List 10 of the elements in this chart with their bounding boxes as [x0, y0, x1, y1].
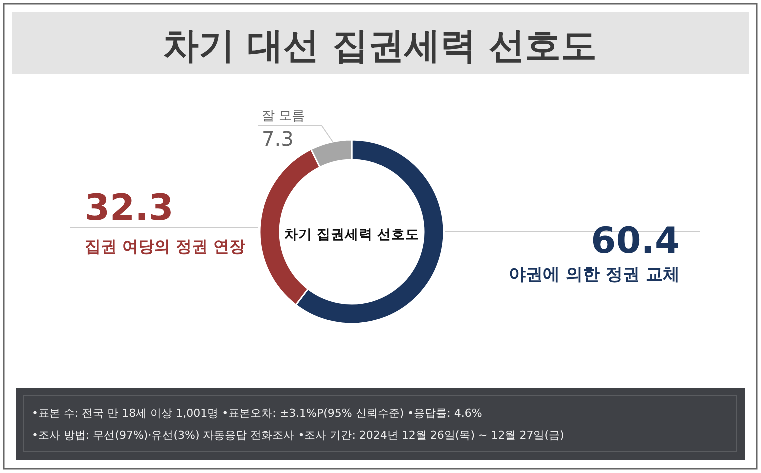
- chart-title: 차기 대선 집권세력 선호도: [163, 26, 597, 67]
- slice-label: 잘 모름: [262, 109, 306, 124]
- text: •조사 방법: 무선(97%)·유선(3%) 자동응답 전화조사 •조사 기간: 2024년 12월 26일(목) ~ 12월 27일(금): [32, 429, 564, 442]
- text: 차기 집권세력 선호도: [284, 227, 420, 243]
- slice-label: 집권 여당의 정권 연장: [85, 237, 246, 256]
- data-label: 32.3: [85, 188, 174, 229]
- data-label: 60.4: [591, 221, 680, 262]
- data-label: 7.3: [262, 127, 294, 151]
- text: •표본 수: 전국 만 18세 이상 1,001명 •표본오차: ±3.1%P(95% 신뢰수준) •응답률: 4.6%: [32, 407, 482, 420]
- slice-label: 야권에 의한 정권 교체: [509, 265, 680, 285]
